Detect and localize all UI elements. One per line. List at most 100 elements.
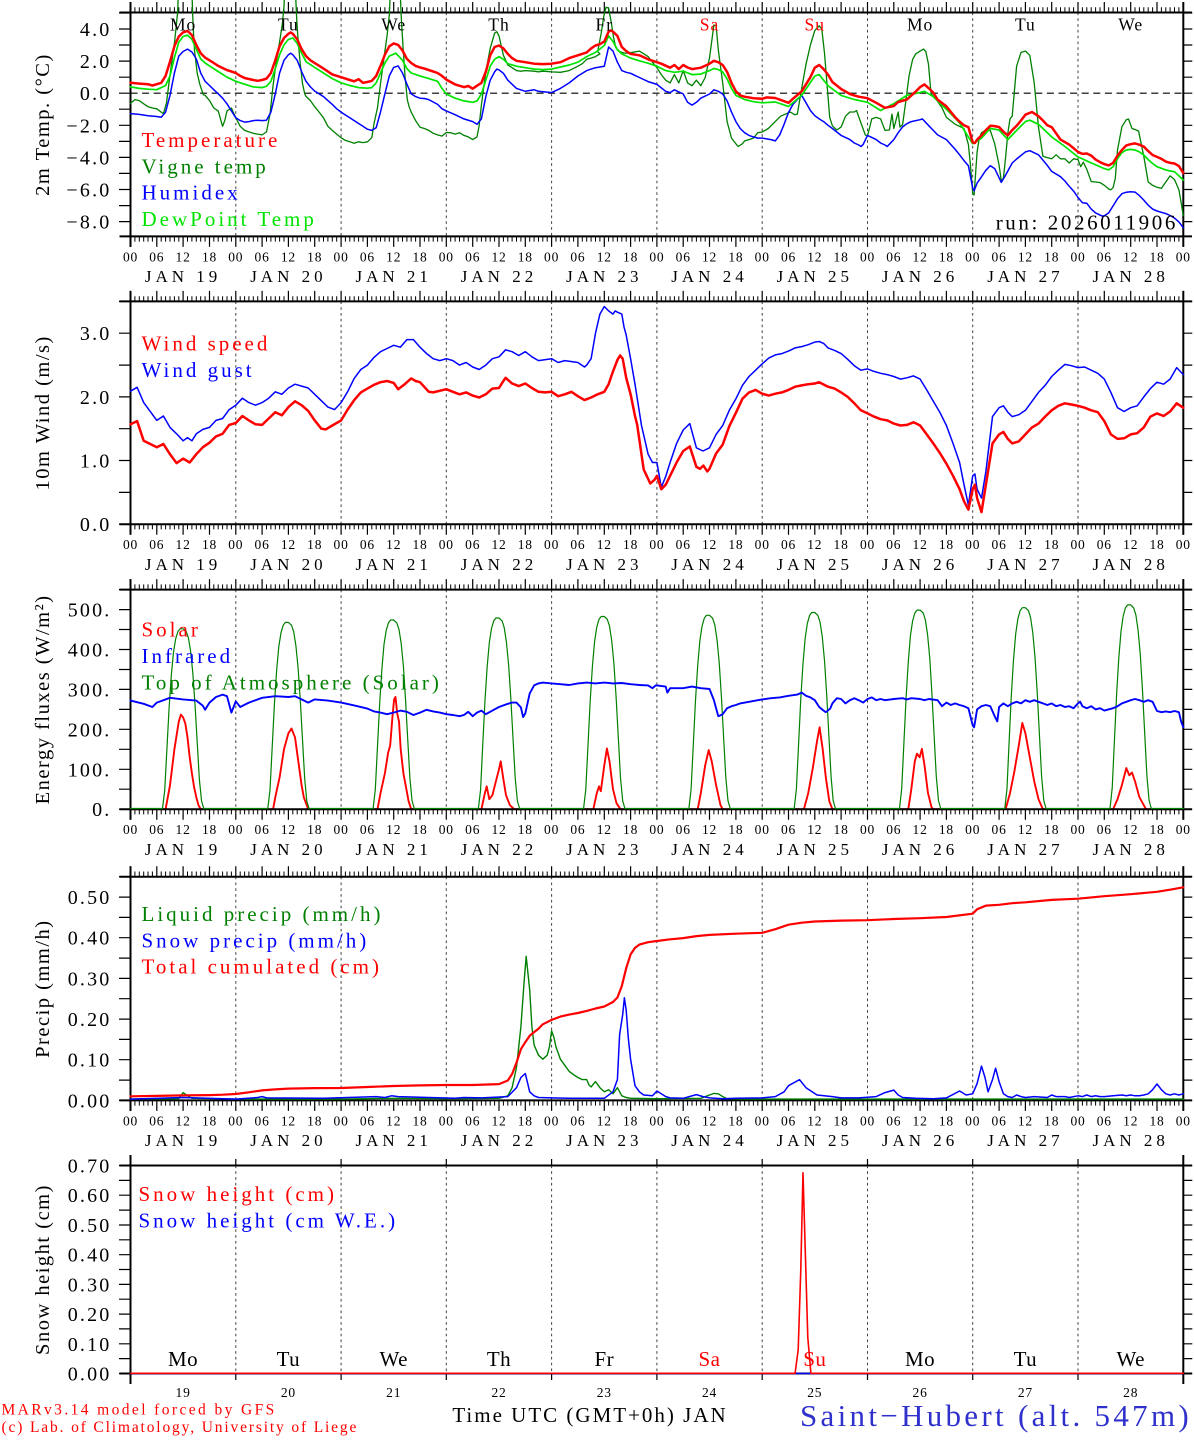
- svg-text:Total cumulated (cm): Total cumulated (cm): [142, 955, 382, 979]
- svg-text:00: 00: [649, 1113, 664, 1128]
- svg-text:06: 06: [255, 537, 270, 552]
- svg-text:JAN 24: JAN 24: [671, 1131, 747, 1150]
- svg-text:Tu: Tu: [277, 1347, 301, 1371]
- svg-text:12: 12: [176, 249, 191, 264]
- svg-text:12: 12: [176, 1113, 191, 1128]
- svg-text:18: 18: [939, 537, 954, 552]
- svg-text:12: 12: [702, 537, 717, 552]
- svg-text:06: 06: [781, 249, 796, 264]
- svg-text:0.0: 0.0: [80, 83, 112, 105]
- svg-text:12: 12: [807, 249, 822, 264]
- svg-text:Energy fluxes (W/m²): Energy fluxes (W/m²): [32, 594, 54, 804]
- svg-text:18: 18: [623, 1113, 638, 1128]
- svg-text:06: 06: [570, 537, 585, 552]
- svg-text:2m Temp. (°C): 2m Temp. (°C): [32, 53, 54, 196]
- svg-text:06: 06: [992, 1113, 1007, 1128]
- svg-text:06: 06: [676, 1113, 691, 1128]
- svg-text:28: 28: [1123, 1385, 1138, 1400]
- svg-text:19: 19: [176, 1385, 191, 1400]
- svg-text:3.0: 3.0: [80, 323, 112, 345]
- svg-text:06: 06: [1097, 249, 1112, 264]
- svg-text:18: 18: [1044, 537, 1059, 552]
- svg-text:18: 18: [518, 822, 533, 837]
- svg-text:00: 00: [1176, 1113, 1191, 1128]
- svg-text:0.40: 0.40: [68, 928, 112, 950]
- svg-text:−4.0: −4.0: [66, 147, 111, 169]
- svg-text:JAN 26: JAN 26: [882, 267, 958, 286]
- svg-text:12: 12: [913, 1113, 928, 1128]
- svg-text:JAN 19: JAN 19: [145, 1131, 221, 1150]
- svg-text:18: 18: [412, 822, 427, 837]
- svg-text:0.50: 0.50: [68, 1215, 112, 1237]
- svg-text:18: 18: [1149, 822, 1164, 837]
- svg-text:Saint−Hubert (alt. 547m): Saint−Hubert (alt. 547m): [800, 1398, 1192, 1433]
- svg-text:Sa: Sa: [699, 1347, 721, 1371]
- svg-text:00: 00: [1176, 822, 1191, 837]
- svg-text:Mo: Mo: [170, 15, 196, 35]
- svg-text:12: 12: [491, 822, 506, 837]
- svg-text:12: 12: [386, 537, 401, 552]
- svg-text:06: 06: [255, 822, 270, 837]
- svg-text:12: 12: [281, 822, 296, 837]
- svg-text:0.40: 0.40: [68, 1245, 112, 1267]
- svg-text:JAN 21: JAN 21: [355, 267, 431, 286]
- svg-text:27: 27: [1018, 1385, 1033, 1400]
- svg-text:We: We: [1116, 1347, 1144, 1371]
- svg-text:00: 00: [1070, 537, 1085, 552]
- svg-text:Temperature: Temperature: [142, 128, 281, 152]
- svg-text:2.0: 2.0: [80, 387, 112, 409]
- svg-text:18: 18: [1149, 537, 1164, 552]
- svg-text:18: 18: [518, 249, 533, 264]
- svg-text:JAN 19: JAN 19: [145, 267, 221, 286]
- svg-text:00: 00: [334, 822, 349, 837]
- svg-text:Snow height (cm): Snow height (cm): [139, 1182, 337, 1206]
- svg-text:00: 00: [649, 822, 664, 837]
- svg-text:We: We: [1118, 15, 1143, 35]
- svg-text:00: 00: [439, 537, 454, 552]
- svg-text:12: 12: [386, 822, 401, 837]
- svg-text:JAN 23: JAN 23: [566, 840, 642, 859]
- svg-text:Wind speed: Wind speed: [142, 332, 271, 356]
- svg-text:24: 24: [702, 1385, 717, 1400]
- svg-text:MARv3.14 model forced by GFS: MARv3.14 model forced by GFS: [2, 1401, 277, 1418]
- svg-text:00: 00: [228, 822, 243, 837]
- svg-text:00: 00: [544, 1113, 559, 1128]
- svg-text:00: 00: [860, 249, 875, 264]
- svg-text:−8.0: −8.0: [66, 212, 111, 234]
- svg-text:06: 06: [1097, 822, 1112, 837]
- svg-text:00: 00: [649, 537, 664, 552]
- svg-text:JAN 28: JAN 28: [1092, 555, 1168, 574]
- svg-text:06: 06: [1097, 1113, 1112, 1128]
- svg-text:JAN 28: JAN 28: [1092, 1131, 1168, 1150]
- svg-text:18: 18: [1044, 249, 1059, 264]
- svg-text:JAN 28: JAN 28: [1092, 840, 1168, 859]
- svg-text:18: 18: [623, 249, 638, 264]
- svg-text:500.: 500.: [68, 600, 112, 622]
- svg-text:12: 12: [491, 1113, 506, 1128]
- svg-text:06: 06: [886, 1113, 901, 1128]
- svg-text:18: 18: [1149, 249, 1164, 264]
- svg-text:18: 18: [939, 822, 954, 837]
- svg-text:Mo: Mo: [907, 15, 933, 35]
- svg-text:00: 00: [1070, 822, 1085, 837]
- svg-text:18: 18: [1044, 1113, 1059, 1128]
- svg-text:JAN 25: JAN 25: [777, 1131, 853, 1150]
- svg-text:06: 06: [781, 537, 796, 552]
- svg-text:06: 06: [149, 537, 164, 552]
- svg-text:run: 2026011906: run: 2026011906: [996, 210, 1178, 234]
- svg-text:JAN 24: JAN 24: [671, 267, 747, 286]
- svg-text:00: 00: [439, 249, 454, 264]
- svg-text:18: 18: [307, 1113, 322, 1128]
- svg-text:18: 18: [518, 537, 533, 552]
- svg-text:12: 12: [491, 249, 506, 264]
- svg-text:Th: Th: [488, 15, 509, 35]
- svg-text:00: 00: [544, 537, 559, 552]
- svg-text:12: 12: [597, 1113, 612, 1128]
- svg-text:00: 00: [755, 822, 770, 837]
- svg-text:00: 00: [123, 249, 138, 264]
- svg-text:06: 06: [570, 822, 585, 837]
- svg-text:06: 06: [1097, 537, 1112, 552]
- svg-text:18: 18: [939, 1113, 954, 1128]
- svg-text:Tu: Tu: [278, 15, 299, 35]
- svg-text:0.30: 0.30: [68, 1274, 112, 1296]
